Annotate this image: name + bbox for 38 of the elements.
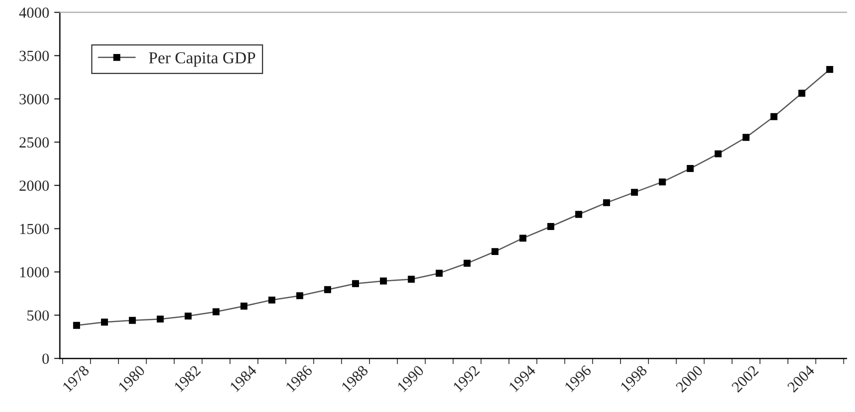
y-tick-label: 1500 — [20, 224, 49, 234]
y-tick-label: 0 — [42, 354, 49, 364]
point — [519, 234, 526, 242]
y-tick-label: 3500 — [20, 50, 49, 62]
point — [408, 276, 415, 283]
point — [686, 165, 694, 172]
point — [770, 113, 778, 120]
point — [296, 292, 304, 300]
point — [128, 316, 136, 324]
y-tick-label: 2500 — [20, 137, 49, 148]
point — [603, 199, 610, 206]
point — [184, 312, 192, 320]
y-tick-label: 3000 — [20, 94, 49, 104]
point — [575, 210, 582, 218]
point — [73, 322, 80, 329]
point — [630, 188, 638, 196]
y-tick-label: 4000 — [19, 8, 49, 18]
point — [798, 90, 806, 97]
point — [436, 270, 443, 277]
point — [742, 134, 750, 141]
point — [240, 302, 248, 310]
point — [826, 66, 834, 73]
point — [156, 316, 164, 323]
point — [352, 280, 359, 288]
legend-label: Per Capita GDP — [148, 52, 256, 67]
point — [101, 318, 108, 326]
y-tick-label: 2000 — [20, 180, 49, 191]
point — [547, 223, 554, 230]
point — [714, 150, 722, 158]
point — [464, 260, 471, 267]
point — [658, 178, 666, 186]
point — [212, 308, 220, 316]
point — [268, 296, 276, 304]
y-tick-label: 500 — [27, 310, 49, 321]
point — [324, 286, 332, 294]
point — [380, 278, 387, 284]
point — [492, 248, 498, 256]
y-tick-label: 1000 — [20, 267, 49, 278]
